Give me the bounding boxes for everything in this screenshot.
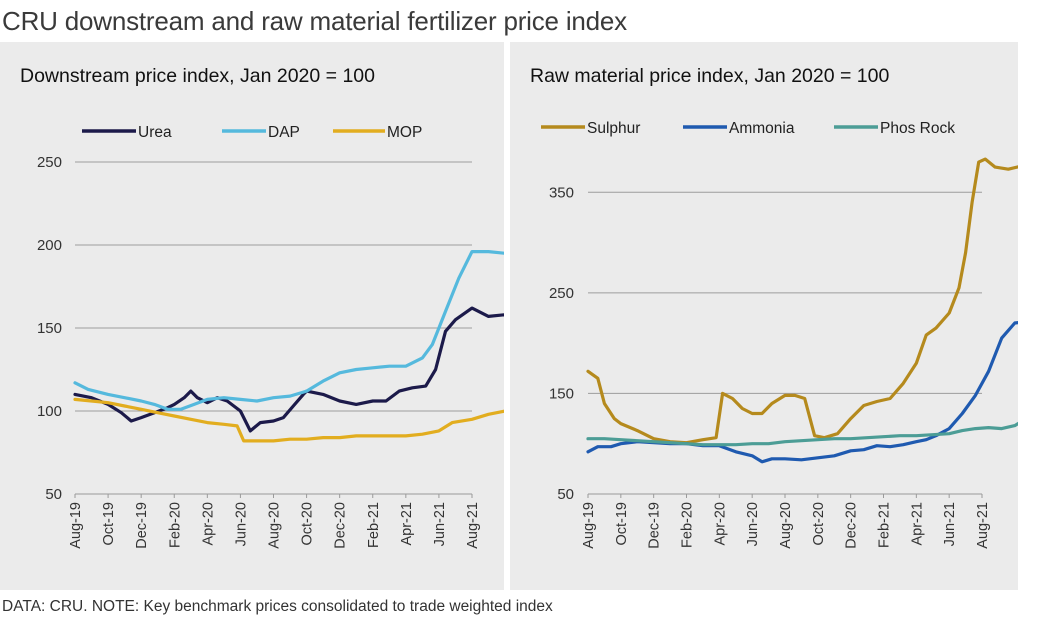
- x-tick-label: Jun-21: [942, 502, 958, 546]
- y-tick-label: 150: [549, 385, 574, 402]
- series-line-dap: [73, 250, 504, 411]
- x-tick-label: Oct-19: [614, 502, 630, 546]
- x-tick-label: Dec-19: [134, 502, 150, 549]
- x-tick-label: Oct-20: [811, 502, 827, 546]
- y-tick-label: 250: [549, 285, 574, 302]
- legend-label-phos-rock: Phos Rock: [880, 120, 955, 137]
- y-tick-label: 350: [549, 184, 574, 201]
- x-tick-label: Dec-20: [333, 502, 349, 549]
- x-tick-label: Oct-20: [300, 502, 316, 546]
- series-line-urea: [73, 306, 504, 433]
- legend-label-mop: MOP: [387, 124, 422, 141]
- downstream-chart: Downstream price index, Jan 2020 = 100 50…: [20, 65, 504, 549]
- x-tick-label: Aug-21: [975, 502, 991, 549]
- x-tick-label: Feb-21: [877, 502, 893, 548]
- series-line-sulphur: [586, 157, 1018, 445]
- x-tick-label: Dec-20: [844, 502, 860, 549]
- x-tick-label: Aug-20: [267, 502, 283, 549]
- x-tick-label: Feb-20: [680, 502, 696, 548]
- page-title: CRU downstream and raw material fertiliz…: [2, 6, 627, 36]
- series-line-phos-rock: [586, 421, 1018, 447]
- x-tick-label: Aug-19: [68, 502, 84, 549]
- x-tick-label: Dec-19: [647, 502, 663, 549]
- x-tick-label: Apr-20: [200, 502, 216, 546]
- x-tick-label: Aug-21: [465, 502, 481, 549]
- x-tick-label: Jun-20: [745, 502, 761, 546]
- downstream-panel: Downstream price index, Jan 2020 = 100 50…: [0, 42, 504, 590]
- y-tick-label: 100: [37, 403, 62, 420]
- legend-label-urea: Urea: [138, 124, 172, 141]
- x-tick-label: Aug-19: [581, 502, 597, 549]
- legend-label-dap: DAP: [268, 124, 300, 141]
- y-tick-label: 150: [37, 320, 62, 337]
- raw-material-panel: Raw material price index, Jan 2020 = 100…: [510, 42, 1018, 590]
- x-tick-label: Jun-21: [432, 502, 448, 546]
- y-tick-label: 50: [45, 486, 62, 503]
- legend-label-sulphur: Sulphur: [587, 120, 640, 137]
- chart-title: Raw material price index, Jan 2020 = 100: [530, 65, 889, 87]
- chart-title: Downstream price index, Jan 2020 = 100: [20, 65, 375, 87]
- x-tick-label: Aug-20: [778, 502, 794, 549]
- x-tick-label: Oct-19: [101, 502, 117, 546]
- x-tick-label: Apr-20: [712, 502, 728, 546]
- footer-note: DATA: CRU. NOTE: Key benchmark prices co…: [2, 598, 553, 615]
- y-tick-label: 250: [37, 154, 62, 171]
- x-tick-label: Feb-20: [167, 502, 183, 548]
- legend-label-ammonia: Ammonia: [729, 120, 795, 137]
- x-tick-label: Apr-21: [909, 502, 925, 546]
- y-tick-label: 200: [37, 237, 62, 254]
- series-line-mop: [73, 397, 504, 443]
- x-tick-label: Apr-21: [399, 502, 415, 546]
- y-tick-label: 50: [557, 486, 574, 503]
- x-tick-label: Jun-20: [233, 502, 249, 546]
- raw-material-chart: Raw material price index, Jan 2020 = 100…: [530, 65, 1018, 549]
- x-tick-label: Feb-21: [366, 502, 382, 548]
